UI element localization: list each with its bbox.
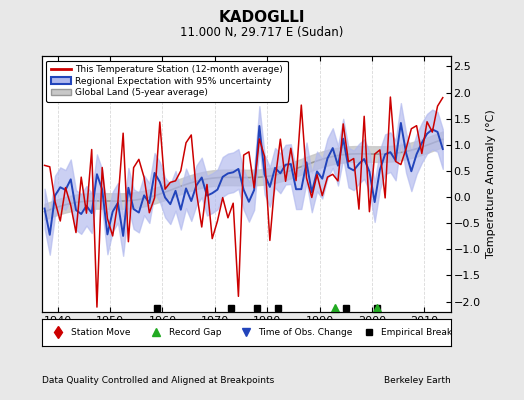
Text: Berkeley Earth: Berkeley Earth bbox=[384, 376, 451, 385]
Text: Empirical Break: Empirical Break bbox=[381, 328, 452, 337]
Text: 11.000 N, 29.717 E (Sudan): 11.000 N, 29.717 E (Sudan) bbox=[180, 26, 344, 39]
Text: Record Gap: Record Gap bbox=[169, 328, 221, 337]
Text: Data Quality Controlled and Aligned at Breakpoints: Data Quality Controlled and Aligned at B… bbox=[42, 376, 274, 385]
Legend: This Temperature Station (12-month average), Regional Expectation with 95% uncer: This Temperature Station (12-month avera… bbox=[47, 60, 288, 102]
Text: KADOGLLI: KADOGLLI bbox=[219, 10, 305, 25]
Text: Time of Obs. Change: Time of Obs. Change bbox=[258, 328, 353, 337]
Text: Station Move: Station Move bbox=[71, 328, 130, 337]
Y-axis label: Temperature Anomaly (°C): Temperature Anomaly (°C) bbox=[486, 110, 496, 258]
